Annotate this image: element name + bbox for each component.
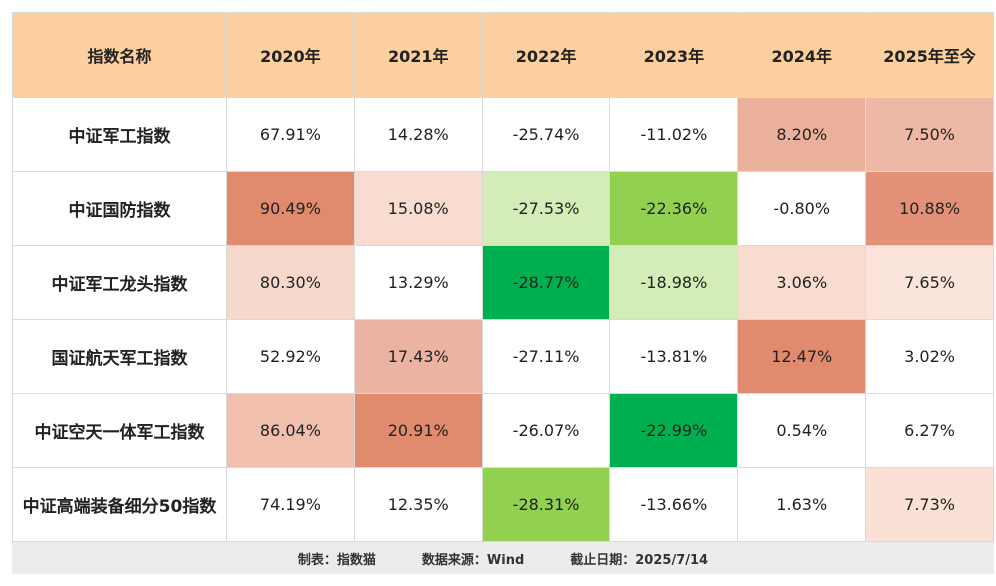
return-cell: 3.02% <box>865 319 994 394</box>
return-cell: 86.04% <box>226 393 355 468</box>
header-cell: 2024年 <box>737 12 867 98</box>
return-cell: 52.92% <box>226 319 355 394</box>
header-cell: 2025年至今 <box>865 12 994 98</box>
return-cell: 20.91% <box>353 393 483 468</box>
return-cell: 12.47% <box>737 319 867 394</box>
return-cell: 13.29% <box>353 245 483 320</box>
return-cell: -27.53% <box>481 171 611 246</box>
return-cell: 7.50% <box>865 97 994 172</box>
return-cell: -18.98% <box>609 245 739 320</box>
return-cell: 67.91% <box>226 97 355 172</box>
return-cell: 0.54% <box>737 393 867 468</box>
table-row: 中证军工指数 67.91% 14.28% -25.74% -11.02% 8.20% 7.5… <box>12 97 994 172</box>
table-row: 中证空天一体军工指数 86.04% 20.91% -26.07% -22.99% 0.54… <box>12 393 994 468</box>
table-wrap: 指数名称 2020年 2021年 2022年 2023年 2024年 2025年至今 中证军… <box>12 12 994 574</box>
return-cell: 14.28% <box>353 97 483 172</box>
return-cell: -28.31% <box>481 467 611 542</box>
index-name: 中证军工龙头指数 <box>12 245 227 320</box>
return-cell: -22.36% <box>609 171 739 246</box>
return-cell: -13.66% <box>609 467 739 542</box>
footer: 制表：指数猫 数据来源：Wind 截止日期：2025/7/14 <box>12 542 994 574</box>
return-cell: 7.65% <box>865 245 994 320</box>
footer-item: 截止日期：2025/7/14 <box>570 552 709 568</box>
return-cell: 80.30% <box>226 245 355 320</box>
table-row: 国证航天军工指数 52.92% 17.43% -27.11% -13.81% 12.47%… <box>12 319 994 394</box>
returns-table: 指数名称 2020年 2021年 2022年 2023年 2024年 2025年至今 中证军… <box>12 12 994 542</box>
return-cell: 74.19% <box>226 467 355 542</box>
table-row: 中证军工龙头指数 80.30% 13.29% -28.77% -18.98% 3.06% 7… <box>12 245 994 320</box>
return-cell: 12.35% <box>353 467 483 542</box>
return-cell: 8.20% <box>737 97 867 172</box>
return-cell: 10.88% <box>865 171 994 246</box>
return-cell: 90.49% <box>226 171 355 246</box>
return-cell: -28.77% <box>481 245 611 320</box>
header-row: 指数名称 2020年 2021年 2022年 2023年 2024年 2025年至今 <box>12 12 994 98</box>
header-cell: 2022年 <box>481 12 611 98</box>
return-cell: 1.63% <box>737 467 867 542</box>
table-row: 中证高端装备细分50指数 74.19% 12.35% -28.31% -13.66% 1.… <box>12 467 994 542</box>
header-cell: 2023年 <box>609 12 739 98</box>
return-cell: 3.06% <box>737 245 867 320</box>
index-name: 中证空天一体军工指数 <box>12 393 227 468</box>
return-cell: -26.07% <box>481 393 611 468</box>
return-cell: -11.02% <box>609 97 739 172</box>
return-cell: 7.73% <box>865 467 994 542</box>
return-cell: -22.99% <box>609 393 739 468</box>
header-cell: 2021年 <box>353 12 483 98</box>
index-name: 国证航天军工指数 <box>12 319 227 394</box>
index-name: 中证国防指数 <box>12 171 227 246</box>
footer-item: 制表：指数猫 <box>297 552 376 568</box>
return-cell: -0.80% <box>737 171 867 246</box>
return-cell: -27.11% <box>481 319 611 394</box>
index-name: 中证高端装备细分50指数 <box>12 467 227 542</box>
header-cell: 指数名称 <box>12 12 227 98</box>
footer-item: 数据来源：Wind <box>421 552 525 568</box>
return-cell: -25.74% <box>481 97 611 172</box>
table-row: 中证国防指数 90.49% 15.08% -27.53% -22.36% -0.80% 10… <box>12 171 994 246</box>
return-cell: 6.27% <box>865 393 994 468</box>
index-name: 中证军工指数 <box>12 97 227 172</box>
return-cell: 15.08% <box>353 171 483 246</box>
return-cell: 17.43% <box>353 319 483 394</box>
header-cell: 2020年 <box>226 12 355 98</box>
table-body: 中证军工指数 67.91% 14.28% -25.74% -11.02% 8.20% 7.5… <box>12 97 994 542</box>
return-cell: -13.81% <box>609 319 739 394</box>
